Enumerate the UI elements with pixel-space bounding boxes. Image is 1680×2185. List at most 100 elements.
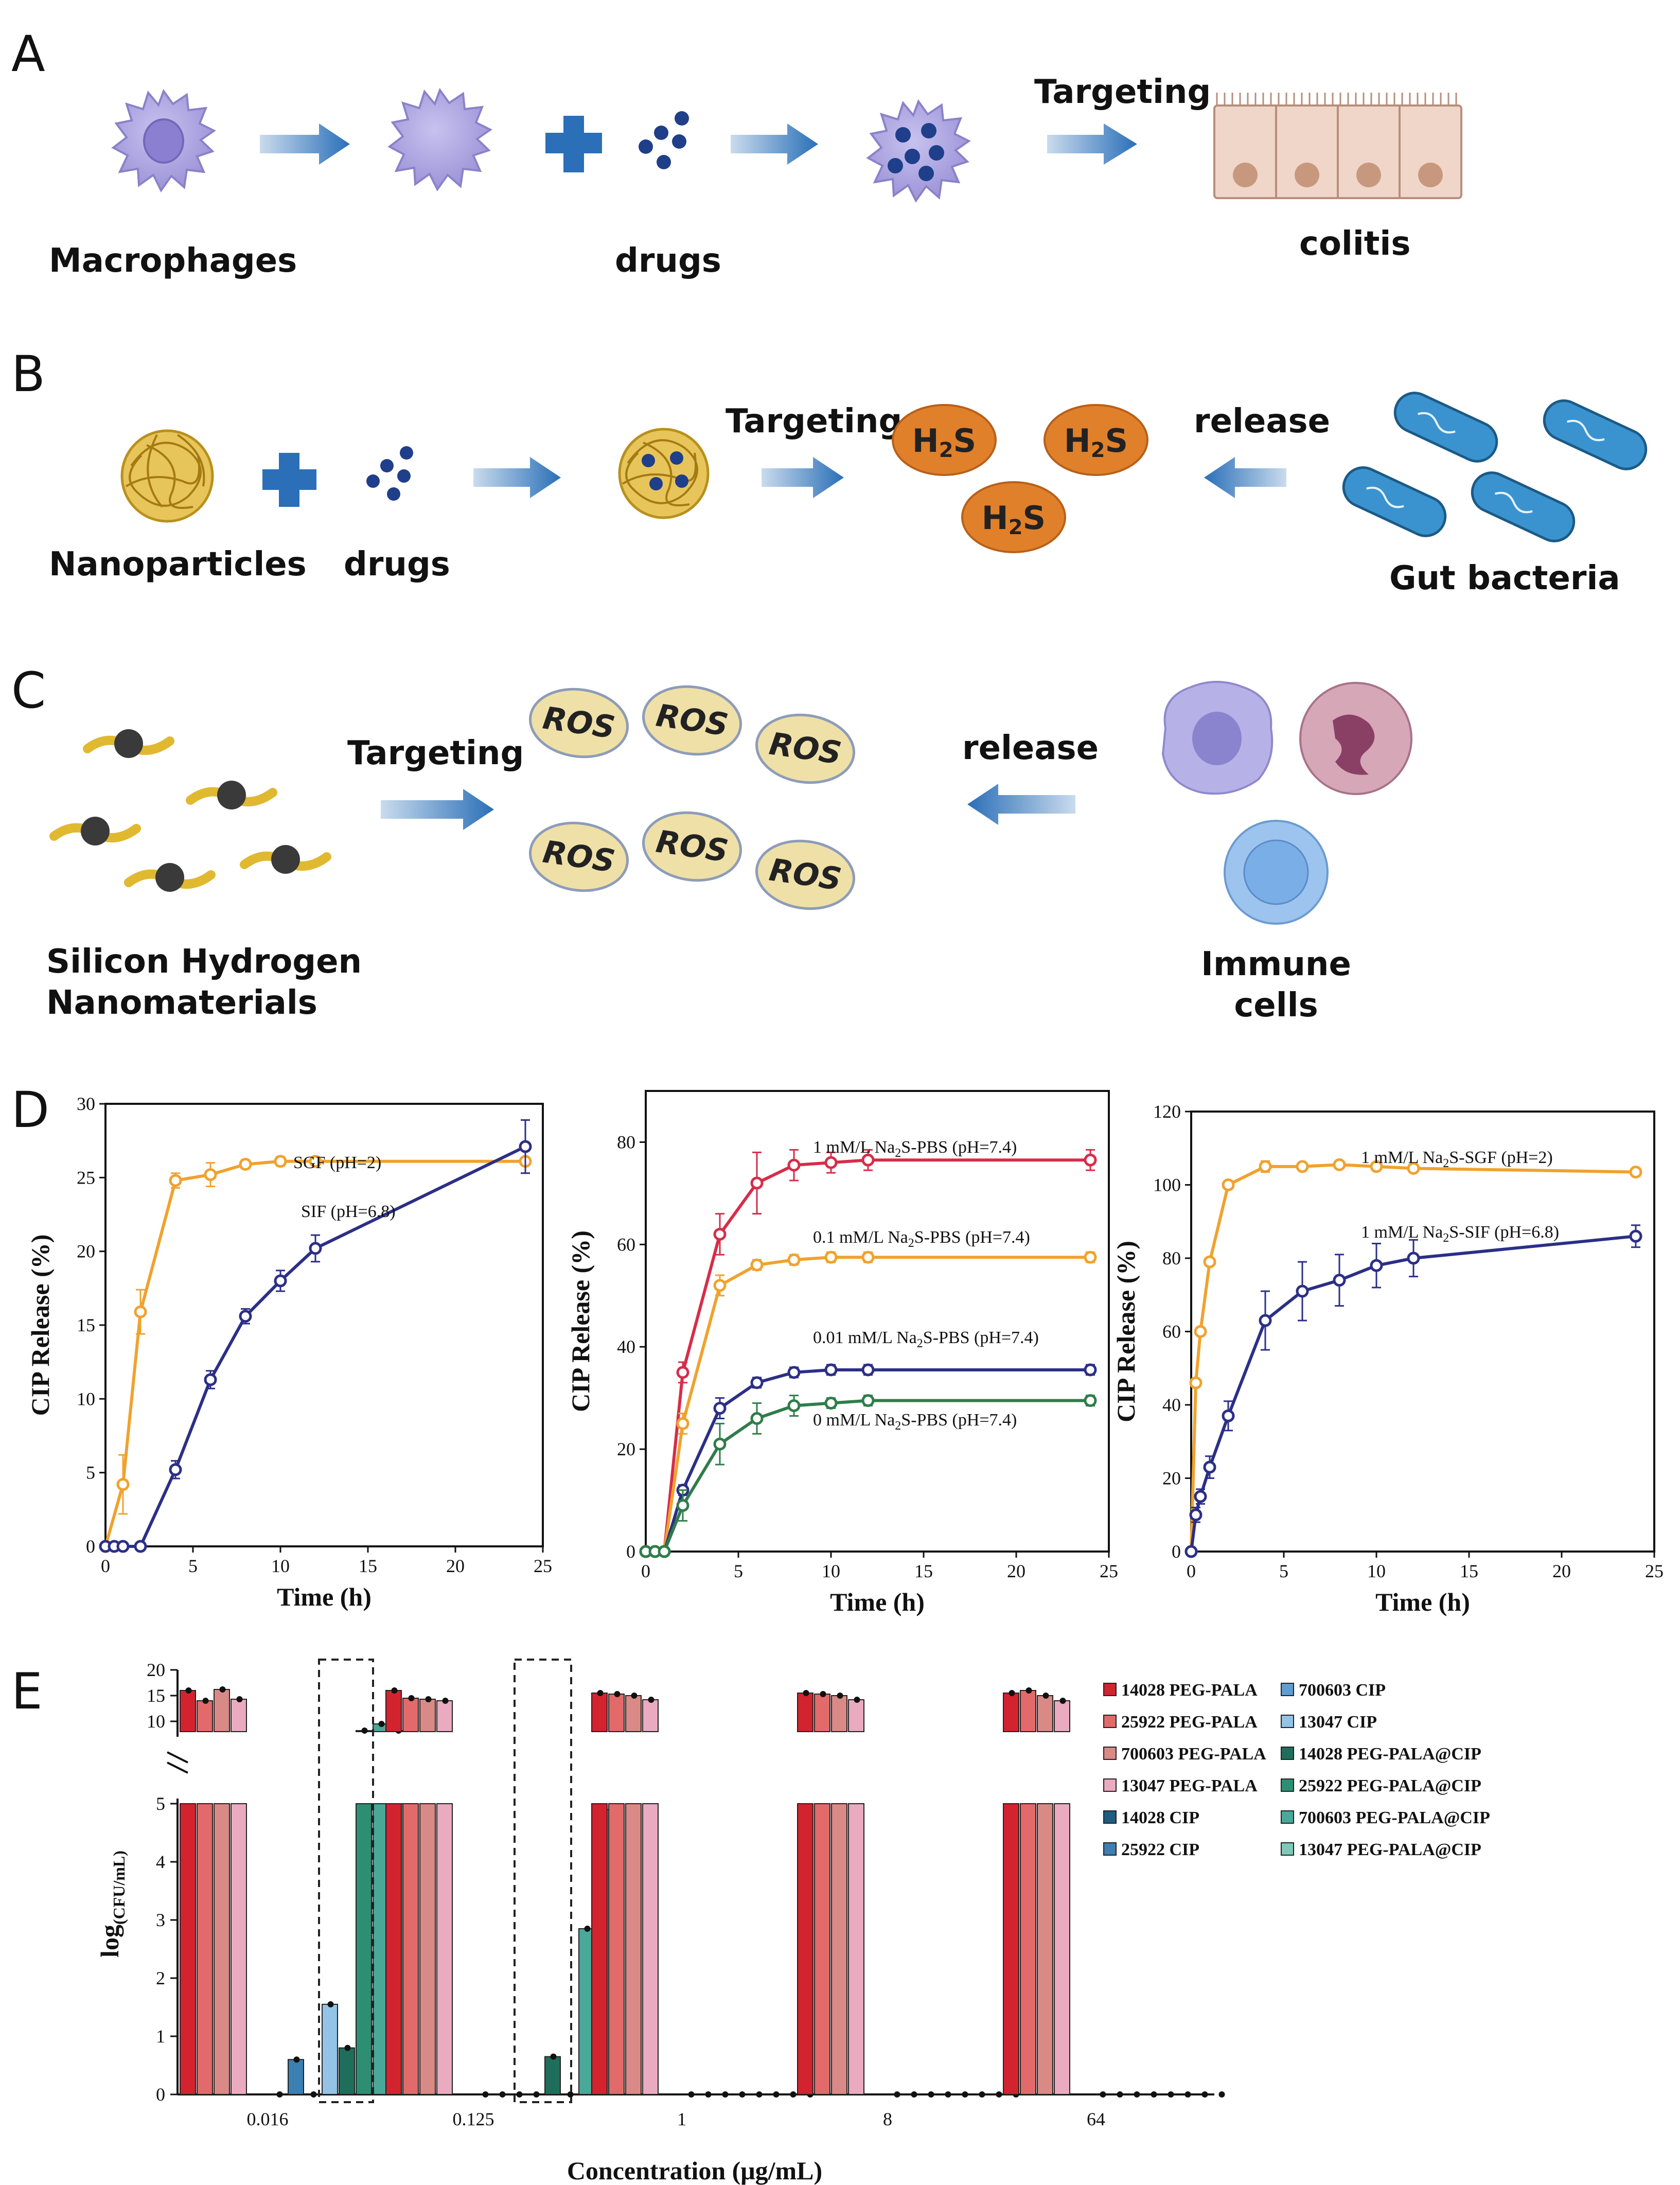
- svg-text:H2S: H2S: [982, 499, 1046, 539]
- bar: [288, 2059, 304, 2095]
- bar-upper: [625, 1695, 642, 1732]
- data-point: [1025, 1687, 1032, 1694]
- legend-swatch: [1281, 1810, 1294, 1824]
- data-point: [658, 1545, 671, 1558]
- data-point: [861, 1153, 875, 1167]
- targeting-label-c: Targeting: [347, 734, 524, 772]
- bar: [339, 2047, 355, 2095]
- legend-label: 25922 PEG-PALA: [1121, 1713, 1258, 1732]
- legend-label: 700603 PEG-PALA: [1121, 1745, 1266, 1764]
- x-tick-label: 0.016: [247, 2109, 289, 2129]
- x-tick-label: 25: [1100, 1561, 1118, 1581]
- legend-label: 700603 CIP: [1299, 1681, 1386, 1700]
- y-tick-label: 20: [77, 1241, 95, 1262]
- legend-swatch: [1103, 1683, 1117, 1696]
- y-axis-label: CIP Release (%): [26, 1235, 55, 1416]
- legend-swatch: [1281, 1715, 1294, 1728]
- data-point: [1194, 1325, 1207, 1338]
- bar: [544, 2056, 561, 2095]
- zero-point: [567, 2091, 574, 2098]
- data-point: [344, 2045, 351, 2051]
- bar-upper: [214, 1689, 230, 1732]
- panel-e-letter: E: [11, 1663, 43, 1720]
- y-tick-label: 2: [156, 1968, 165, 1988]
- data-point: [631, 1693, 638, 1699]
- bar-upper: [436, 1700, 453, 1732]
- bar: [385, 1803, 402, 2095]
- data-point: [274, 1274, 287, 1288]
- data-point: [676, 1366, 689, 1379]
- bar-upper: [231, 1699, 247, 1732]
- series-annotation: 1 mM/L Na2S-SIF (pH=6.8): [1361, 1223, 1559, 1245]
- bar-upper: [1054, 1700, 1070, 1732]
- h2s-molecule: H2S: [892, 404, 997, 476]
- y-tick-label: 0: [86, 1536, 95, 1557]
- x-tick-label: 20: [1552, 1561, 1571, 1581]
- bar: [214, 1803, 230, 2095]
- arrow-left-icon: [967, 784, 1075, 825]
- arrow-right-icon: [731, 124, 818, 165]
- h2s-subscript: 2: [939, 438, 953, 462]
- data-point: [713, 1402, 727, 1415]
- data-point: [378, 1721, 385, 1727]
- data-point: [309, 1242, 322, 1255]
- y-tick-label: 10: [147, 1711, 165, 1732]
- x-tick-label: 25: [1645, 1561, 1664, 1581]
- y-axis-label: CIP Release (%): [566, 1230, 595, 1412]
- legend-label: 13047 PEG-PALA: [1121, 1776, 1258, 1795]
- data-point: [239, 1158, 252, 1171]
- zero-point: [1134, 2091, 1140, 2098]
- y-tick-label: 15: [147, 1685, 165, 1706]
- y-tick-label: 100: [1153, 1175, 1181, 1195]
- bar-upper: [1037, 1695, 1053, 1732]
- svg-text:H2S: H2S: [912, 422, 976, 462]
- bar: [1054, 1803, 1070, 2095]
- data-point: [1009, 1690, 1015, 1696]
- panel-b-letter: B: [11, 345, 45, 403]
- y-tick-label: 15: [77, 1315, 95, 1335]
- zero-point: [790, 2091, 797, 2098]
- zero-point: [894, 2091, 900, 2098]
- bar: [322, 2003, 338, 2095]
- data-point: [1084, 1363, 1097, 1377]
- zero-point: [276, 2091, 283, 2098]
- data-point: [824, 1250, 838, 1264]
- legend-label: 25922 CIP: [1121, 1840, 1199, 1859]
- y-tick-label: 80: [617, 1132, 635, 1152]
- legend-swatch: [1103, 1842, 1117, 1856]
- data-point: [750, 1376, 764, 1389]
- bar-upper: [197, 1700, 213, 1732]
- x-tick-label: 0: [1187, 1561, 1196, 1581]
- data-point: [824, 1156, 838, 1169]
- plus-icon: [545, 116, 602, 172]
- bar: [797, 1803, 814, 2095]
- zero-point: [1117, 2091, 1123, 2098]
- bar-upper: [608, 1694, 625, 1732]
- panel-b: B: [11, 345, 1648, 597]
- silicon-hydrogen-nanomaterial-icon: [49, 729, 331, 892]
- bar-upper: [385, 1690, 402, 1732]
- data-point: [134, 1540, 147, 1553]
- arrow-right-icon: [260, 124, 350, 165]
- zero-point: [1100, 2091, 1106, 2098]
- data-point: [1407, 1252, 1420, 1265]
- x-tick-label: 25: [534, 1556, 552, 1576]
- legend-swatch: [1281, 1778, 1294, 1792]
- bar-upper: [814, 1694, 830, 1732]
- arrow-right-icon: [473, 457, 561, 498]
- y-tick-label: 4: [156, 1852, 165, 1872]
- data-point: [803, 1690, 809, 1696]
- bar: [180, 1803, 196, 2095]
- series-line: [1190, 1235, 1636, 1552]
- data-point: [327, 2001, 334, 2007]
- drug-dots-icon: [366, 446, 413, 501]
- legend-label: 25922 PEG-PALA@CIP: [1299, 1776, 1481, 1795]
- data-point: [1042, 1693, 1049, 1699]
- gut-bacteria-label: Gut bacteria: [1389, 559, 1620, 597]
- nanoparticles-label: Nanoparticles: [49, 545, 307, 584]
- legend-swatch: [1281, 1842, 1294, 1856]
- bar-upper: [642, 1699, 659, 1732]
- bar: [419, 1803, 436, 2095]
- y-axis-label: CIP Release (%): [1111, 1241, 1140, 1422]
- zero-point: [962, 2091, 968, 2098]
